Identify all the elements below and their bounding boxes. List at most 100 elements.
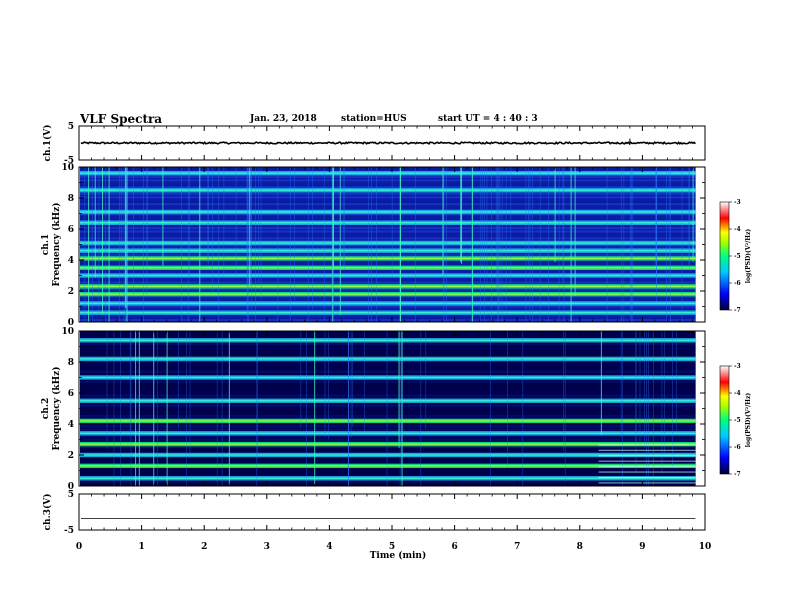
ch3-waveform-panel: [78, 493, 706, 531]
ch1-spectrogram-band-core: [80, 222, 696, 224]
colorbar-tick-label: -3: [734, 363, 741, 370]
colorbar-tick-label: -4: [734, 390, 741, 397]
ch2-spectrogram-noise-line: [598, 455, 696, 457]
ch1-waveform-ylabel: ch.1(V): [42, 125, 53, 162]
ch2-spectrogram-noise-line: [598, 476, 696, 479]
ch1-waveform-trace: [80, 141, 696, 145]
ch2-spectrogram-ylabel-frequency: Frequency (kHz): [51, 366, 62, 450]
y-tick-label: 4: [68, 256, 74, 266]
colorbar-tick-label: -7: [734, 471, 741, 478]
start-time-label: start UT = 4 : 40 : 3: [438, 114, 538, 124]
ch2-spectrogram-band-core: [80, 376, 696, 379]
ch2-spectrogram-band-core: [80, 420, 696, 422]
ch2-spectrogram-texture: [80, 390, 696, 394]
ch1-spectrogram-band-core: [80, 274, 696, 277]
ch1-spectrogram-ylabel-channel: ch.1: [41, 234, 51, 255]
ch1-spectrogram-texture: [80, 319, 696, 322]
y-tick-label: 5: [68, 490, 74, 500]
ch2-spectrogram-ylabel-channel: ch.2: [41, 398, 51, 419]
ch2-spectrogram-texture: [80, 469, 696, 472]
ch3-waveform-frame: [78, 493, 706, 531]
y-tick-label: 8: [68, 358, 74, 368]
y-tick-label: 4: [68, 420, 74, 430]
ch1-spectrogram-texture: [80, 281, 696, 284]
ch1-spectrogram-texture: [80, 203, 696, 206]
y-tick-label: 2: [68, 287, 74, 297]
date-label: Jan. 23, 2018: [250, 114, 317, 124]
ch1-spectrogram-panel: [78, 166, 706, 323]
x-tick-label: 2: [201, 542, 207, 552]
y-tick-label: 10: [61, 163, 74, 173]
ch2-spectrogram-band-core: [80, 358, 696, 360]
ch2-spectrogram-texture: [80, 479, 696, 482]
x-tick-label: 7: [514, 542, 520, 552]
ch2-spectrogram-texture: [80, 353, 696, 356]
x-axis-label: Time (min): [370, 550, 427, 561]
ch2-spectrogram-band-core: [80, 339, 696, 341]
ch1-spectrogram-texture: [80, 169, 696, 172]
chart-title: VLF Spectra: [80, 112, 163, 126]
ch2-spectrogram-texture: [80, 428, 696, 431]
ch2-spectrogram-texture: [80, 346, 696, 349]
y-tick-label: 8: [68, 194, 74, 204]
ch1-waveform-panel: [78, 125, 706, 161]
ch2-spectrogram-band-core: [80, 400, 696, 402]
ch1-spectrogram-texture: [80, 233, 696, 236]
ch2-spectrogram-texture: [80, 435, 696, 438]
y-tick-label: 5: [68, 122, 74, 132]
ch2-spectrogram-texture: [80, 384, 696, 387]
ch2-spectrogram-texture: [80, 404, 696, 407]
ch2-spectrogram-noise-line: [598, 460, 696, 462]
ch1-spectrogram-band-core: [80, 285, 696, 288]
ch2-spectrogram-noise-line: [598, 482, 696, 484]
ch1-spectrogram-texture: [80, 213, 696, 216]
colorbar-gradient: [719, 201, 730, 311]
ch2-spectrogram-texture: [80, 343, 696, 346]
ch2-spectrogram-texture: [80, 333, 696, 336]
x-tick-label: 10: [699, 542, 712, 552]
x-tick-label: 4: [326, 542, 332, 552]
ch1-spectrogram-texture: [80, 254, 696, 257]
ch2-spectrogram-colorbar: -3 -4 -5 -6 -7 log(PSD)(V²/Hz): [719, 363, 752, 478]
ch2-spectrogram-texture: [80, 387, 696, 390]
ch2-spectrogram-texture: [80, 472, 696, 476]
y-tick-label: 2: [68, 451, 74, 461]
ch1-spectrogram-texture: [80, 216, 696, 219]
ch2-spectrogram-texture: [80, 350, 696, 353]
x-tick-label: 5: [389, 542, 395, 552]
ch1-spectrogram-colorbar: -3 -4 -5 -6 -7 log(PSD)(V²/Hz): [719, 199, 752, 314]
ch1-spectrogram-texture: [80, 206, 696, 209]
ch1-spectrogram-texture: [80, 186, 696, 189]
ch2-spectrogram-texture: [80, 370, 696, 373]
ch2-spectrogram-texture: [80, 459, 696, 462]
ch2-spectrogram-texture: [80, 380, 696, 383]
ch1-spectrogram-band-core: [80, 257, 696, 260]
ch1-spectrogram-band-core: [80, 312, 696, 314]
ch1-spectrogram-band-core: [80, 302, 696, 305]
ch2-spectrogram-band-core: [80, 477, 696, 479]
ch2-spectrogram-panel: [78, 330, 706, 487]
ch2-spectrogram-noise-line: [598, 449, 696, 451]
ch3-waveform-ylabel: ch.3(V): [42, 494, 53, 531]
colorbar-gradient: [719, 365, 730, 475]
ch2-spectrogram-texture: [80, 360, 696, 363]
ch2-spectrogram-texture: [80, 394, 696, 397]
colorbar-tick-label: -5: [734, 417, 741, 424]
ch1-spectrogram-band-core: [80, 211, 696, 213]
ch2-spectrogram-noise-line: [598, 471, 696, 473]
ch1-spectrogram-texture: [80, 288, 696, 291]
ch1-spectrogram-texture: [80, 237, 696, 240]
ch2-spectrogram-texture: [80, 425, 696, 428]
colorbar-tick-label: -6: [734, 280, 741, 287]
ch2-spectrogram-texture: [80, 414, 696, 418]
ch1-spectrogram-band-core: [80, 267, 696, 269]
ch2-spectrogram-band-core: [80, 465, 696, 467]
x-tick-label: 9: [639, 542, 645, 552]
ch1-spectrogram-texture: [80, 179, 696, 182]
ch2-spectrogram-texture: [80, 411, 696, 414]
ch1-spectrogram-band-core: [80, 189, 696, 191]
ch1-spectrogram-texture: [80, 278, 696, 281]
y-tick-label: -5: [64, 156, 74, 166]
ch2-spectrogram-noise-line: [598, 466, 696, 468]
ch2-spectrogram-texture: [80, 408, 696, 411]
